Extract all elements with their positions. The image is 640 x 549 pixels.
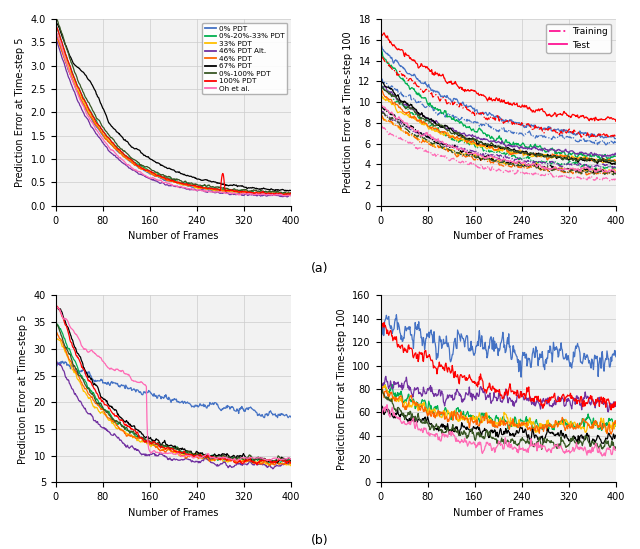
X-axis label: Number of Frames: Number of Frames	[453, 231, 543, 241]
X-axis label: Number of Frames: Number of Frames	[453, 507, 543, 518]
Y-axis label: Prediction Error at Time-step 5: Prediction Error at Time-step 5	[15, 38, 25, 187]
X-axis label: Number of Frames: Number of Frames	[128, 231, 219, 241]
Text: (a): (a)	[311, 262, 329, 274]
Y-axis label: Prediction Error at Time-step 100: Prediction Error at Time-step 100	[343, 32, 353, 193]
X-axis label: Number of Frames: Number of Frames	[128, 507, 219, 518]
Legend: 0% PDT, 0%-20%-33% PDT, 33% PDT, 46% PDT Alt., 46% PDT, 67% PDT, 0%-100% PDT, 10: 0% PDT, 0%-20%-33% PDT, 33% PDT, 46% PDT…	[202, 23, 287, 94]
Y-axis label: Prediction Error at Time-step 5: Prediction Error at Time-step 5	[18, 314, 28, 463]
Y-axis label: Prediction Error at Time-step 100: Prediction Error at Time-step 100	[337, 308, 347, 469]
Legend: Training, Test: Training, Test	[546, 24, 611, 53]
Text: (b): (b)	[311, 534, 329, 546]
